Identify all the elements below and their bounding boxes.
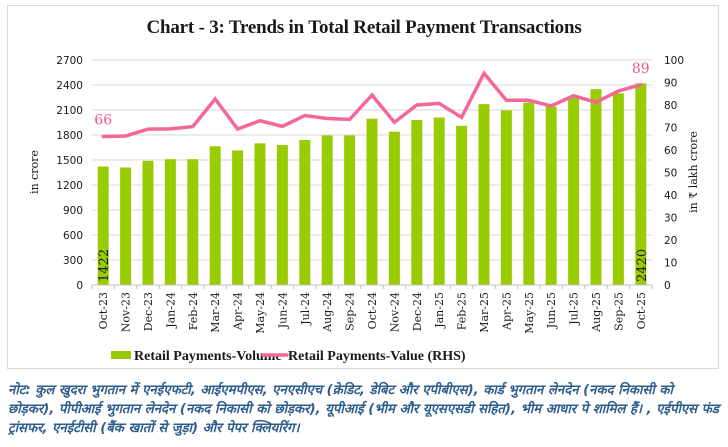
y-tick-right: 0 bbox=[664, 280, 671, 292]
x-tick-label: Nov-23 bbox=[120, 292, 133, 332]
x-tick-label: Jun-25 bbox=[545, 292, 558, 329]
x-tick-label: Mar-24 bbox=[209, 292, 222, 333]
bar-May-24 bbox=[254, 143, 266, 285]
y-tick-left: 1200 bbox=[56, 180, 83, 192]
legend: Retail Payments-Volume Retail Payments-V… bbox=[111, 349, 466, 364]
bar-Jun-25 bbox=[545, 106, 557, 286]
volume-bars bbox=[97, 83, 647, 286]
x-tick-label: Apr-24 bbox=[232, 292, 245, 331]
bar-Oct-25 bbox=[635, 83, 647, 285]
bar-Sep-24 bbox=[344, 135, 356, 285]
y-tick-right: 90 bbox=[664, 78, 677, 90]
y-tick-right: 10 bbox=[664, 258, 677, 270]
y-tick-left: 900 bbox=[63, 205, 83, 217]
bar-Oct-23 bbox=[97, 166, 109, 285]
y-tick-right: 50 bbox=[664, 168, 677, 180]
bar-Dec-23 bbox=[142, 160, 154, 285]
legend-value-label: Retail Payments-Value (RHS) bbox=[288, 349, 466, 364]
y-axis-left: 0 300 600 900 1200 1500 1800 2100 2400 2700 bbox=[56, 55, 83, 292]
bar-Mar-24 bbox=[209, 146, 221, 285]
x-tick-label: May-24 bbox=[254, 292, 267, 334]
x-tick-label: Aug-25 bbox=[590, 292, 603, 333]
line-data-label: 66 bbox=[94, 113, 112, 129]
bar-data-label: 2420 bbox=[635, 249, 650, 282]
bar-Dec-24 bbox=[411, 120, 423, 285]
data-labels: 66 89 1422 2420 bbox=[94, 61, 650, 282]
x-tick-label: Oct-24 bbox=[366, 292, 379, 329]
x-tick-label: Jan-25 bbox=[433, 292, 446, 329]
bar-Mar-25 bbox=[478, 104, 490, 286]
bar-Jan-25 bbox=[433, 117, 445, 285]
x-axis: Oct-23 Nov-23 Dec-23 Jan-24 Feb-24 Mar-24 Apr-… bbox=[91, 284, 653, 334]
x-tick-label: Nov-24 bbox=[388, 292, 401, 332]
y-tick-right: 20 bbox=[664, 235, 677, 247]
bar-Sep-25 bbox=[612, 93, 624, 285]
bar-Aug-24 bbox=[321, 135, 333, 285]
bar-Aug-25 bbox=[590, 89, 602, 286]
y-tick-right: 100 bbox=[664, 55, 684, 67]
bar-May-25 bbox=[523, 102, 535, 285]
y-tick-left: 600 bbox=[63, 230, 83, 242]
y-tick-right: 70 bbox=[664, 123, 677, 135]
x-tick-label: Jul-24 bbox=[299, 292, 312, 326]
bar-Apr-24 bbox=[232, 150, 244, 285]
bar-Jul-24 bbox=[299, 140, 311, 285]
x-tick-label: Oct-23 bbox=[97, 292, 110, 329]
y-axis-right-title: in ₹ lakh crore bbox=[687, 131, 700, 213]
x-tick-label: Sep-24 bbox=[344, 292, 357, 331]
y-tick-right: 80 bbox=[664, 100, 677, 112]
y-tick-right: 30 bbox=[664, 213, 677, 225]
footnote: नोट: कुल खुदरा भुगतान में एनईएफटी, आईएमप… bbox=[8, 383, 719, 436]
y-tick-left: 2700 bbox=[56, 55, 83, 67]
x-tick-label: Oct-25 bbox=[635, 292, 648, 329]
bar-Jan-24 bbox=[164, 159, 176, 285]
value-polyline bbox=[101, 70, 643, 139]
y-axis-left-title: in crore bbox=[28, 150, 41, 194]
bar-Jul-25 bbox=[568, 97, 580, 285]
x-tick-label: Apr-25 bbox=[500, 292, 513, 331]
x-tick-label: Mar-25 bbox=[478, 292, 491, 333]
x-tick-label: May-25 bbox=[523, 292, 536, 334]
bar-Feb-25 bbox=[456, 125, 468, 285]
y-tick-left: 2100 bbox=[56, 105, 83, 117]
x-tick-label: Jul-25 bbox=[568, 292, 581, 326]
x-tick-label: Jan-24 bbox=[164, 292, 177, 329]
chart-title: Chart - 3: Trends in Total Retail Paymen… bbox=[146, 17, 582, 38]
x-tick-label: Jun-24 bbox=[276, 292, 289, 329]
x-tick-label: Feb-24 bbox=[187, 292, 200, 330]
bar-Jun-24 bbox=[276, 145, 288, 285]
x-tick-label: Dec-24 bbox=[411, 292, 424, 331]
bar-data-label: 1422 bbox=[97, 249, 112, 282]
y-axis-right: 0 10 20 30 40 50 60 70 80 90 100 bbox=[664, 55, 684, 292]
x-tick-label: Aug-24 bbox=[321, 292, 334, 333]
bar-Nov-24 bbox=[388, 131, 400, 285]
y-tick-left: 1500 bbox=[56, 155, 83, 167]
combo-chart: 0 300 600 900 1200 1500 1800 2100 2400 2700 0 10 20… bbox=[28, 55, 700, 364]
y-tick-right: 40 bbox=[664, 190, 677, 202]
x-tick-label: Dec-23 bbox=[142, 292, 155, 331]
bar-Apr-25 bbox=[500, 110, 512, 286]
bar-Oct-24 bbox=[366, 118, 378, 285]
x-tick-label: Sep-25 bbox=[612, 292, 625, 331]
bar-Nov-23 bbox=[120, 167, 132, 285]
y-tick-left: 2400 bbox=[56, 80, 83, 92]
legend-volume-swatch bbox=[111, 351, 131, 359]
y-tick-left: 0 bbox=[76, 280, 83, 292]
x-tick-label: Feb-25 bbox=[456, 292, 469, 330]
line-data-label: 89 bbox=[632, 61, 650, 77]
y-tick-right: 60 bbox=[664, 145, 677, 157]
value-line bbox=[101, 70, 643, 139]
y-tick-left: 300 bbox=[63, 255, 83, 267]
y-tick-left: 1800 bbox=[56, 130, 83, 142]
legend-volume-label: Retail Payments-Volume bbox=[134, 349, 282, 364]
bar-Feb-24 bbox=[187, 159, 199, 285]
